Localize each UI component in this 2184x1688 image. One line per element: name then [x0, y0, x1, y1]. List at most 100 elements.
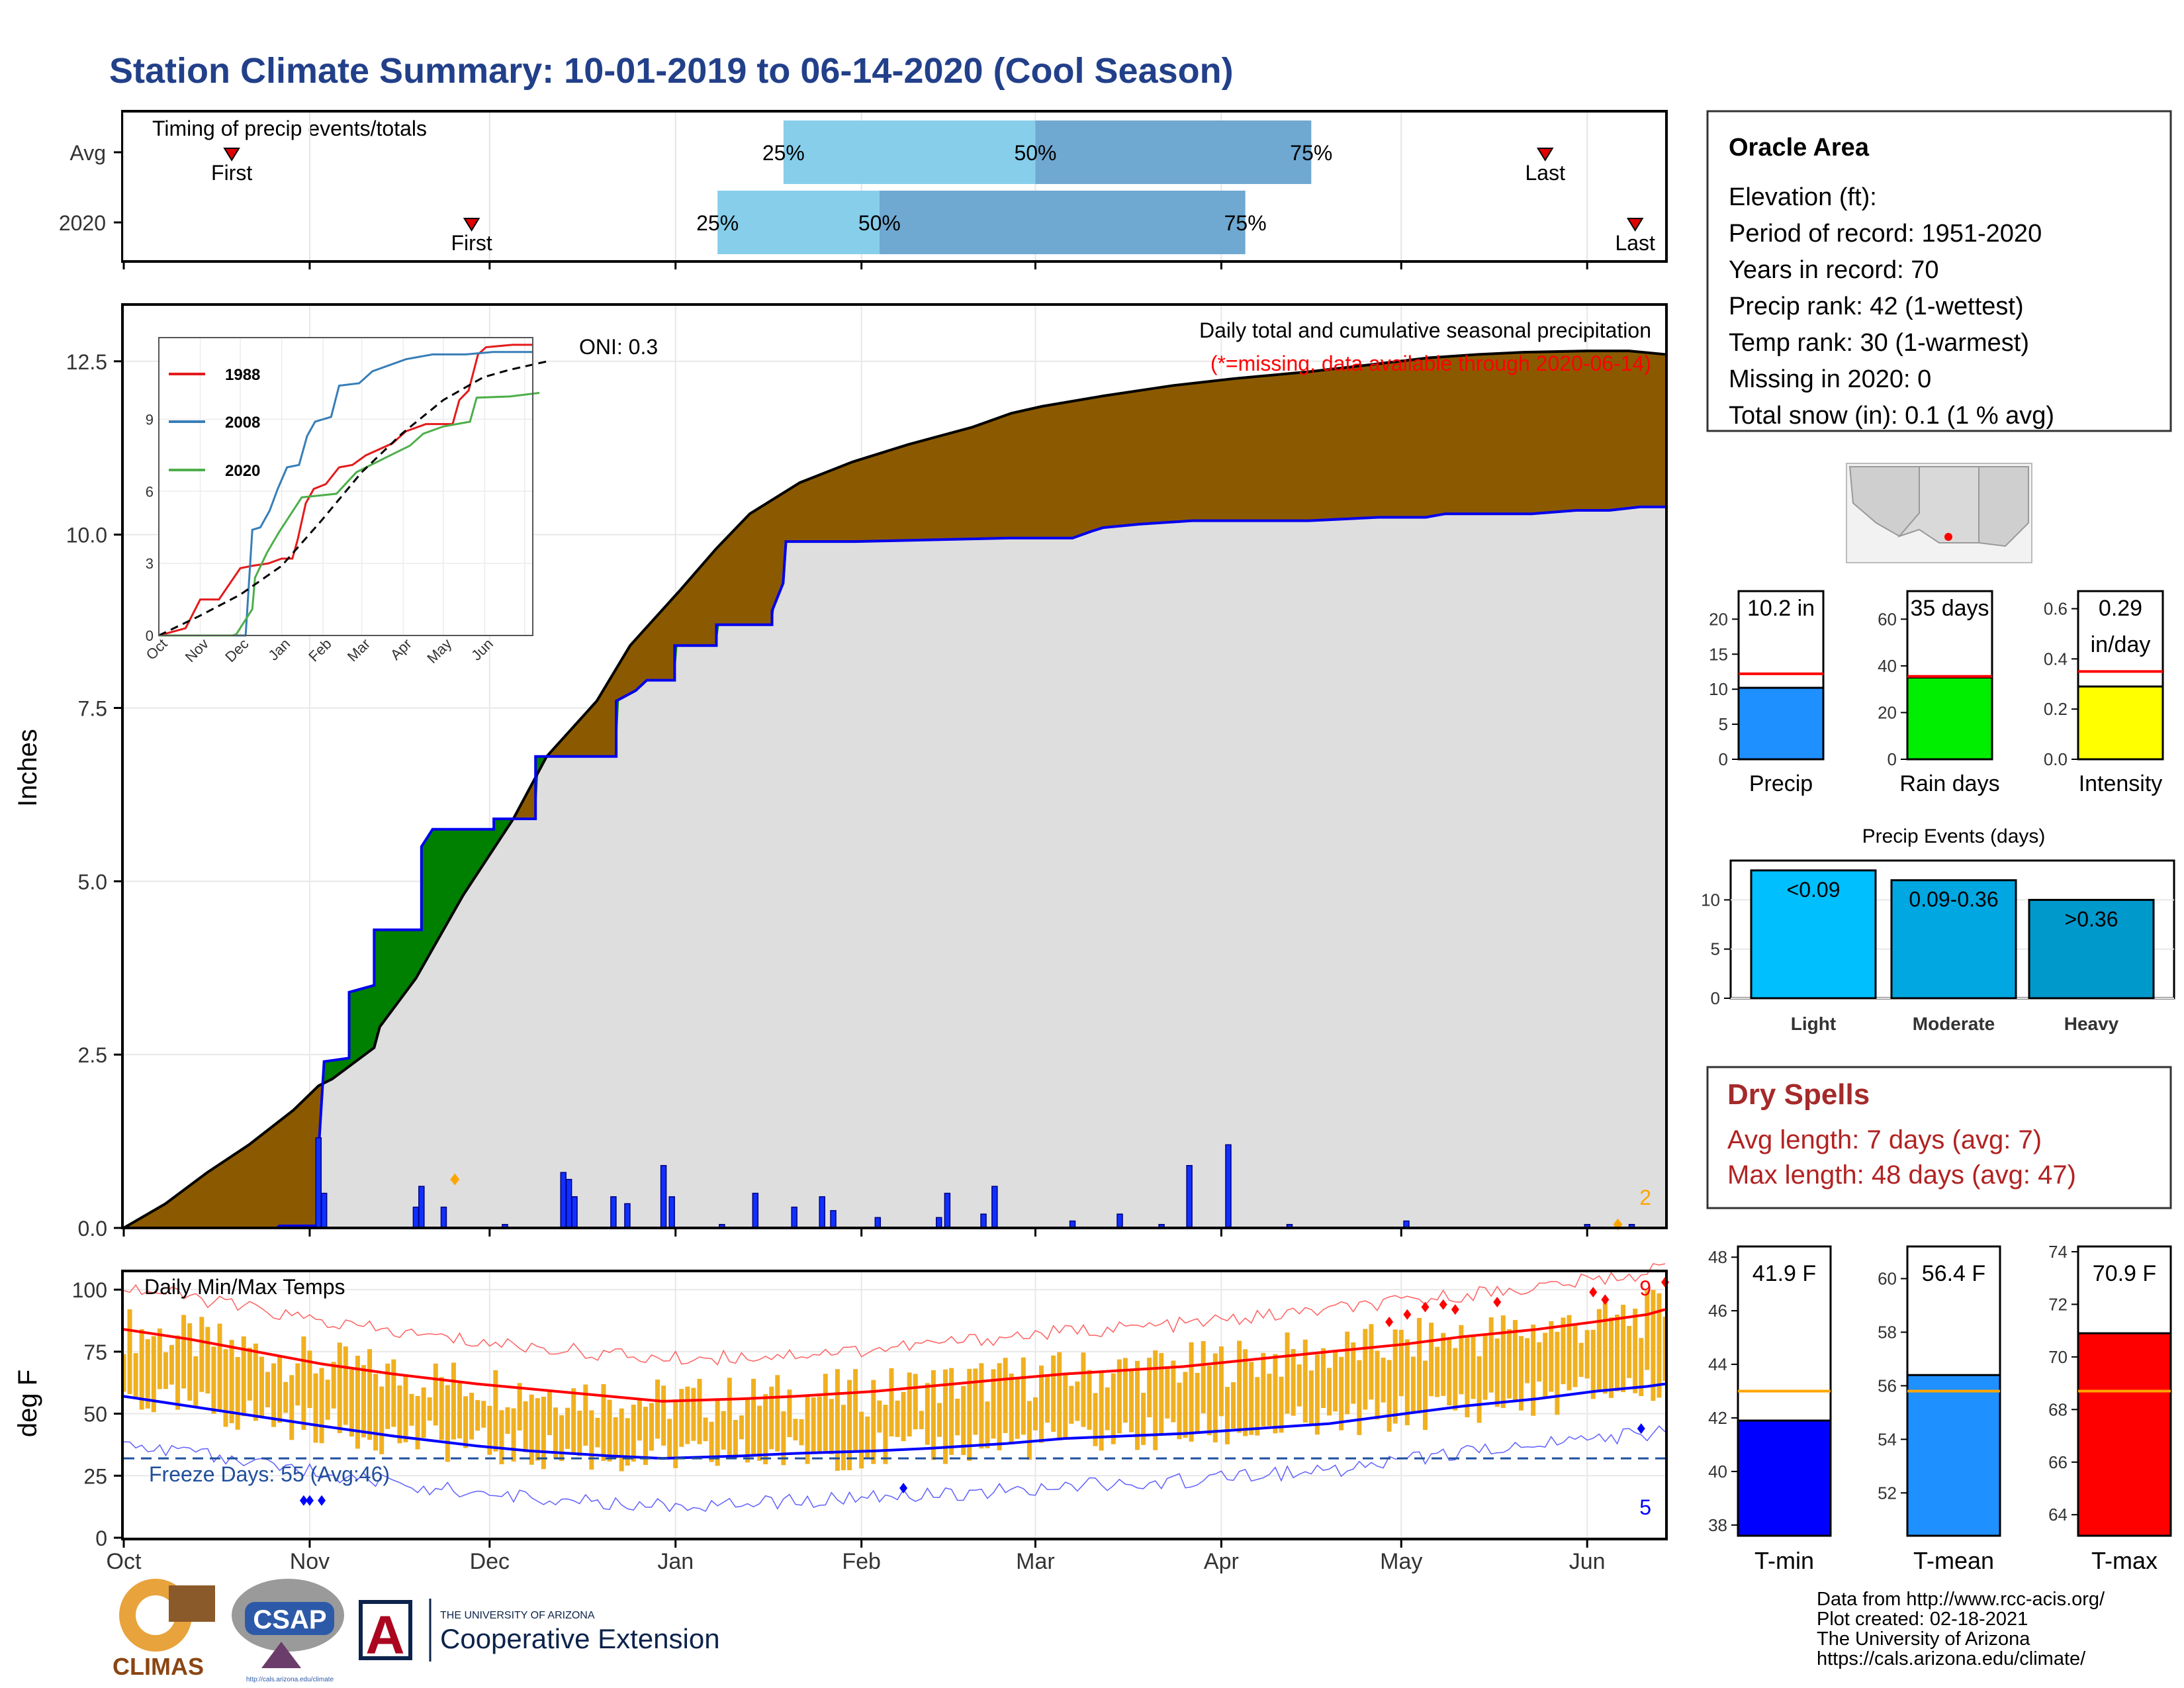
record-low-line — [123, 1425, 1666, 1513]
temp-y-tick-label: 25 — [83, 1464, 107, 1488]
month-axis-label: Jun — [1569, 1549, 1606, 1574]
mini-bar-value: 41.9 F — [1752, 1261, 1816, 1286]
temp-y-tick-label: 100 — [72, 1278, 107, 1302]
daily-temp-bar — [1410, 1356, 1416, 1413]
daily-temp-bar — [1057, 1352, 1062, 1440]
daily-temp-bar — [936, 1403, 942, 1437]
mini-bar-value: 70.9 F — [2093, 1261, 2156, 1286]
dry-spells-box: Dry Spells Avg length: 7 days (avg: 7) M… — [1706, 1066, 2172, 1209]
daily-temp-bar — [1069, 1385, 1074, 1424]
station-line: Period of record: 1951-2020 — [1729, 220, 2042, 248]
station-location-marker — [1944, 533, 1952, 541]
daily-temp-bar — [991, 1369, 996, 1439]
daily-temp-bar — [403, 1374, 408, 1442]
daily-temp-bar — [823, 1374, 828, 1452]
month-axis-label: May — [1380, 1549, 1422, 1574]
precip-y-tick-label: 5.0 — [78, 870, 107, 894]
daily-temp-bar — [841, 1405, 846, 1470]
daily-temp-bar — [553, 1407, 558, 1459]
daily-temp-bar — [391, 1359, 396, 1427]
daily-temp-bar — [289, 1375, 295, 1440]
mini-bar-label: T-min — [1754, 1547, 1814, 1574]
daily-temp-bar — [1381, 1357, 1386, 1403]
mini-y-tick-label: 40 — [1878, 656, 1897, 676]
daily-temp-bar — [1201, 1340, 1206, 1413]
daily-precip-bar — [320, 1192, 328, 1229]
timing-bar-50-75 — [879, 191, 1246, 254]
daily-temp-bar — [1195, 1372, 1200, 1433]
daily-temp-bar — [439, 1377, 444, 1440]
daily-temp-bar — [727, 1378, 732, 1458]
daily-temp-bar — [253, 1343, 258, 1421]
daily-temp-bar — [985, 1401, 990, 1448]
daily-temp-bar — [1416, 1317, 1422, 1411]
daily-temp-bar — [721, 1411, 726, 1450]
mini-bar-value: 56.4 F — [1922, 1261, 1985, 1286]
daily-temp-bar — [1404, 1339, 1410, 1426]
mini-bar-label: T-max — [2091, 1547, 2158, 1574]
daily-temp-bar — [529, 1394, 534, 1465]
daily-temp-bar — [283, 1382, 289, 1413]
avg-min-line — [123, 1382, 1666, 1460]
precip-y-tick-label: 0.0 — [78, 1217, 107, 1241]
daily-precip-bar — [980, 1213, 987, 1229]
daily-temp-bar — [925, 1383, 930, 1445]
daily-temp-bar — [331, 1362, 336, 1409]
daily-temp-bar — [1363, 1329, 1368, 1410]
daily-temp-bar — [673, 1399, 678, 1468]
precip-marker — [450, 1173, 460, 1186]
daily-temp-bar — [235, 1356, 240, 1430]
daily-temp-bar — [1453, 1348, 1458, 1411]
daily-temp-bar — [1459, 1325, 1464, 1395]
month-axis-label: Dec — [470, 1549, 510, 1574]
daily-temp-bar — [1243, 1349, 1248, 1436]
inset-series-line — [158, 360, 547, 637]
events-y-tick-label: 0 — [1711, 988, 1720, 1008]
page-title: Station Climate Summary: 10-01-2019 to 0… — [109, 51, 1234, 91]
daily-temp-bar — [1261, 1352, 1266, 1427]
timing-marker-label: Last — [1615, 231, 1655, 255]
timing-pct-label: 50% — [1014, 141, 1056, 165]
daily-temp-bar — [1003, 1358, 1008, 1433]
freeze-label: Freeze Days: 55 (Avg:46) — [149, 1462, 390, 1486]
mini-bar-label: Rain days — [1899, 771, 1999, 796]
daily-temp-bar — [1099, 1370, 1104, 1451]
daily-temp-bar — [979, 1363, 984, 1449]
climas-logo-text: CLIMAS — [113, 1653, 204, 1680]
footer-line: https://cals.arizona.edu/climate/ — [1817, 1648, 2086, 1669]
daily-precip-bar — [830, 1210, 837, 1229]
daily-temp-bar — [481, 1401, 486, 1428]
daily-temp-bar — [763, 1394, 768, 1465]
daily-temp-bar — [1351, 1342, 1356, 1404]
precip-y-tick-label: 10.0 — [66, 524, 107, 547]
mini-y-tick-label: 52 — [1878, 1483, 1897, 1503]
daily-temp-bar — [1627, 1326, 1632, 1378]
timing-pct-label: 50% — [858, 211, 901, 235]
mini-y-tick-label: 0.0 — [2044, 749, 2068, 769]
inset-legend-label: 2008 — [225, 414, 260, 432]
daily-temp-bar — [895, 1400, 900, 1437]
daily-temp-bar — [643, 1407, 648, 1465]
daily-precip-bar — [412, 1206, 420, 1229]
mini-bar — [1906, 677, 1993, 761]
daily-temp-bar — [1429, 1323, 1434, 1397]
daily-temp-bar — [883, 1405, 888, 1464]
inset-legend-label: 1988 — [225, 366, 260, 384]
timing-marker — [223, 148, 240, 162]
daily-temp-bar — [1512, 1320, 1518, 1403]
daily-temp-bar — [787, 1389, 792, 1437]
month-axis-label: Oct — [107, 1549, 142, 1574]
daily-temp-bar — [157, 1328, 162, 1389]
daily-temp-bar — [1105, 1387, 1110, 1430]
month-axis-label: Apr — [1204, 1549, 1239, 1574]
daily-temp-bar — [571, 1388, 576, 1454]
mini-y-tick-label: 0.6 — [2044, 599, 2068, 619]
mini-y-tick-label: 0.2 — [2044, 699, 2068, 719]
inset-x-tick-label: Jan — [265, 635, 293, 664]
daily-precip-bar — [565, 1178, 572, 1229]
mini-y-tick-label: 44 — [1708, 1354, 1727, 1374]
daily-temp-bar — [1093, 1393, 1098, 1446]
daily-temp-bar — [175, 1335, 181, 1410]
daily-temp-bar — [1267, 1374, 1272, 1427]
record-high-marker — [1589, 1286, 1598, 1297]
